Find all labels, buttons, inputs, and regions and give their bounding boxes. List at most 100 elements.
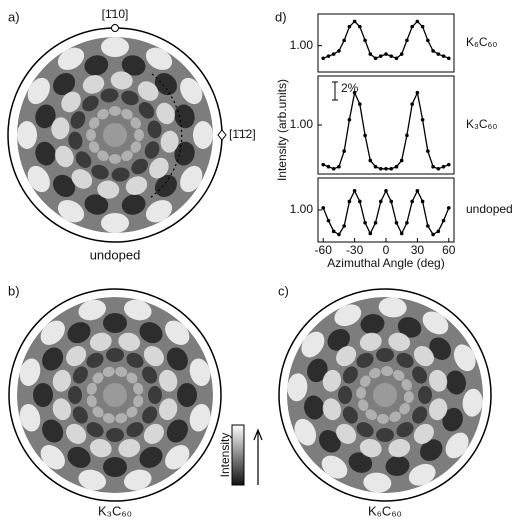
- blob: [131, 158, 148, 175]
- blob: [165, 320, 190, 345]
- data-point: [347, 24, 352, 29]
- blob: [126, 352, 144, 368]
- blob: [86, 382, 97, 395]
- blob: [360, 314, 385, 335]
- data-point: [446, 56, 451, 61]
- data-point: [399, 52, 404, 56]
- y-tick-label: 1.00: [290, 117, 314, 131]
- x-tick-label: -60: [315, 243, 333, 257]
- data-point: [405, 221, 409, 225]
- data-point: [326, 218, 331, 223]
- data-point: [373, 164, 378, 169]
- blob: [130, 117, 142, 129]
- blob: [118, 438, 141, 458]
- blob: [78, 469, 106, 491]
- blob: [174, 104, 195, 129]
- blob: [399, 403, 411, 415]
- blob: [68, 386, 82, 404]
- blob: [124, 469, 152, 491]
- blob: [89, 438, 112, 458]
- pattern: [17, 37, 213, 233]
- y-axis-label: Intensity (arb.units): [275, 79, 289, 181]
- data-point: [410, 199, 414, 204]
- data-point: [352, 189, 357, 193]
- data-point: [426, 38, 430, 43]
- blob: [401, 379, 412, 391]
- data-point: [342, 38, 346, 43]
- data-point: [342, 149, 346, 153]
- blob: [413, 423, 434, 444]
- data-point: [331, 52, 336, 56]
- blob: [148, 386, 162, 404]
- colorbar-label: Intensity: [218, 433, 232, 478]
- center: [103, 123, 127, 147]
- plot-frame: [317, 13, 455, 73]
- blob: [389, 411, 401, 422]
- blob: [97, 108, 109, 120]
- blob: [67, 446, 91, 468]
- blob: [336, 423, 357, 444]
- blob: [27, 77, 50, 105]
- blob: [82, 75, 105, 94]
- blob: [133, 382, 144, 395]
- blob: [115, 366, 128, 377]
- blob: [78, 299, 106, 321]
- blob: [322, 398, 342, 421]
- blob: [142, 406, 158, 424]
- blob: [139, 446, 163, 468]
- blob: [121, 150, 133, 162]
- series-label: K₆C₆₀: [466, 35, 497, 49]
- blob: [84, 55, 109, 76]
- blob: [115, 413, 128, 424]
- blob: [318, 430, 341, 453]
- series-label: undoped: [466, 202, 513, 216]
- data-point: [389, 199, 394, 204]
- blob: [70, 111, 86, 129]
- data-point: [358, 199, 362, 204]
- outer-ring: [278, 288, 492, 502]
- plot-frame: [317, 177, 455, 243]
- blob: [67, 322, 91, 344]
- data-point: [373, 56, 378, 61]
- blob: [17, 121, 37, 149]
- scan-arc: [149, 73, 183, 199]
- caption: undoped: [90, 247, 141, 262]
- blob: [420, 439, 443, 462]
- blob: [388, 438, 411, 458]
- data-point: [326, 54, 331, 58]
- blob: [84, 194, 109, 215]
- blob: [130, 141, 142, 153]
- data-point: [337, 164, 341, 169]
- blob: [109, 106, 121, 116]
- data-point: [415, 189, 420, 193]
- blob: [142, 366, 158, 384]
- blob: [356, 422, 374, 438]
- blob: [102, 413, 115, 424]
- blob: [126, 422, 144, 438]
- blob: [307, 358, 328, 383]
- blob: [287, 373, 308, 402]
- x-tick-label: 60: [442, 243, 456, 257]
- data-point: [363, 133, 367, 138]
- series-line: [322, 189, 450, 236]
- blob: [378, 297, 407, 318]
- blob: [356, 386, 367, 399]
- data-point: [347, 199, 352, 204]
- data-point: [420, 199, 425, 204]
- blob: [356, 352, 374, 368]
- blob: [124, 299, 152, 321]
- blob: [52, 369, 72, 392]
- blob: [189, 358, 211, 386]
- blob: [388, 332, 411, 352]
- data-point: [363, 38, 367, 43]
- blob: [57, 200, 85, 223]
- data-point: [352, 19, 357, 24]
- data-point: [389, 166, 394, 171]
- data-point: [389, 54, 394, 58]
- blob: [304, 395, 325, 420]
- data-point: [352, 90, 357, 95]
- blob: [145, 47, 173, 70]
- panel-label: d): [275, 9, 287, 24]
- blob: [445, 432, 469, 459]
- blob: [342, 366, 358, 384]
